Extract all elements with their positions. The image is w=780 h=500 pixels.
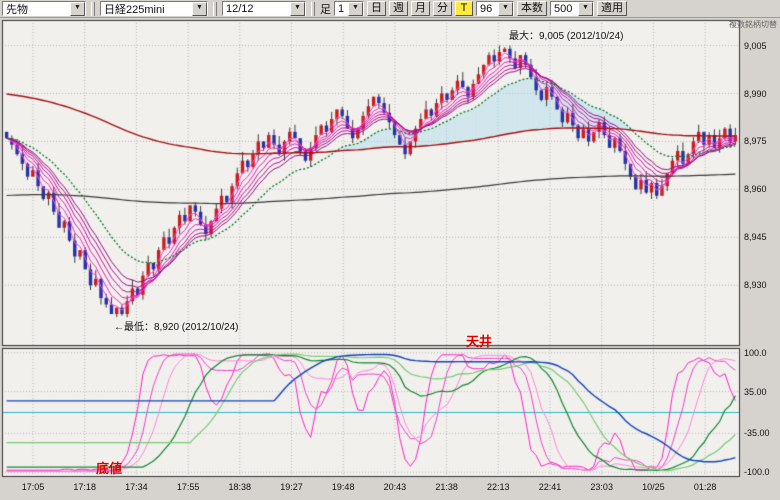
bars-count-value: 96 — [480, 2, 493, 15]
bars-count-select[interactable]: 96 ▼ — [476, 1, 514, 16]
period-week-button[interactable]: 週 — [389, 1, 408, 16]
load-count-value: 500 — [554, 2, 573, 15]
chevron-down-icon[interactable]: ▼ — [578, 1, 593, 16]
chevron-down-icon[interactable]: ▼ — [348, 1, 363, 16]
toolbar: 先物 ▼ 日経225mini ▼ 12/12 ▼ 足 1 ▼ 日 週 月 分 T… — [0, 0, 780, 18]
symbol-select[interactable]: 日経225mini ▼ — [100, 1, 208, 16]
ashi-label: 足 — [320, 3, 331, 16]
apply-button[interactable]: 適用 — [597, 1, 627, 16]
chevron-down-icon[interactable]: ▼ — [290, 1, 305, 16]
chevron-down-icon[interactable]: ▼ — [70, 1, 85, 16]
toolbar-separator — [311, 1, 315, 16]
symbol-value: 日経225mini — [104, 3, 165, 16]
tick-toggle-button[interactable]: T — [455, 1, 473, 16]
date-value: 12/12 — [226, 2, 254, 15]
chevron-down-icon[interactable]: ▼ — [498, 1, 513, 16]
instrument-value: 先物 — [6, 3, 28, 16]
toolbar-separator — [91, 1, 95, 16]
instrument-select[interactable]: 先物 ▼ — [2, 1, 86, 16]
date-select[interactable]: 12/12 ▼ — [222, 1, 306, 16]
interval-value: 1 — [338, 2, 345, 15]
period-month-button[interactable]: 月 — [411, 1, 430, 16]
load-count-select[interactable]: 500 ▼ — [550, 1, 594, 16]
toolbar-separator — [213, 1, 217, 16]
bars-button[interactable]: 本数 — [517, 1, 547, 16]
period-minute-button[interactable]: 分 — [433, 1, 452, 16]
chevron-down-icon[interactable]: ▼ — [192, 1, 207, 16]
period-day-button[interactable]: 日 — [367, 1, 386, 16]
interval-select[interactable]: 1 ▼ — [334, 1, 364, 16]
